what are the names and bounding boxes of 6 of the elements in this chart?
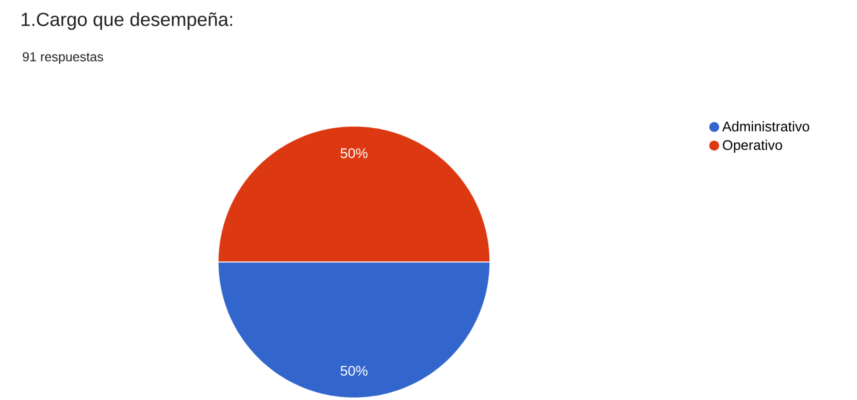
legend-label: Operativo — [722, 140, 782, 153]
text: 91 respuestas — [22, 52, 104, 64]
chart-title: 1.Cargo que desempeña: — [22, 12, 232, 30]
legend-label: Administrativo — [722, 121, 810, 132]
data-label: 50% — [340, 366, 368, 376]
data-label: 50% — [340, 148, 368, 158]
